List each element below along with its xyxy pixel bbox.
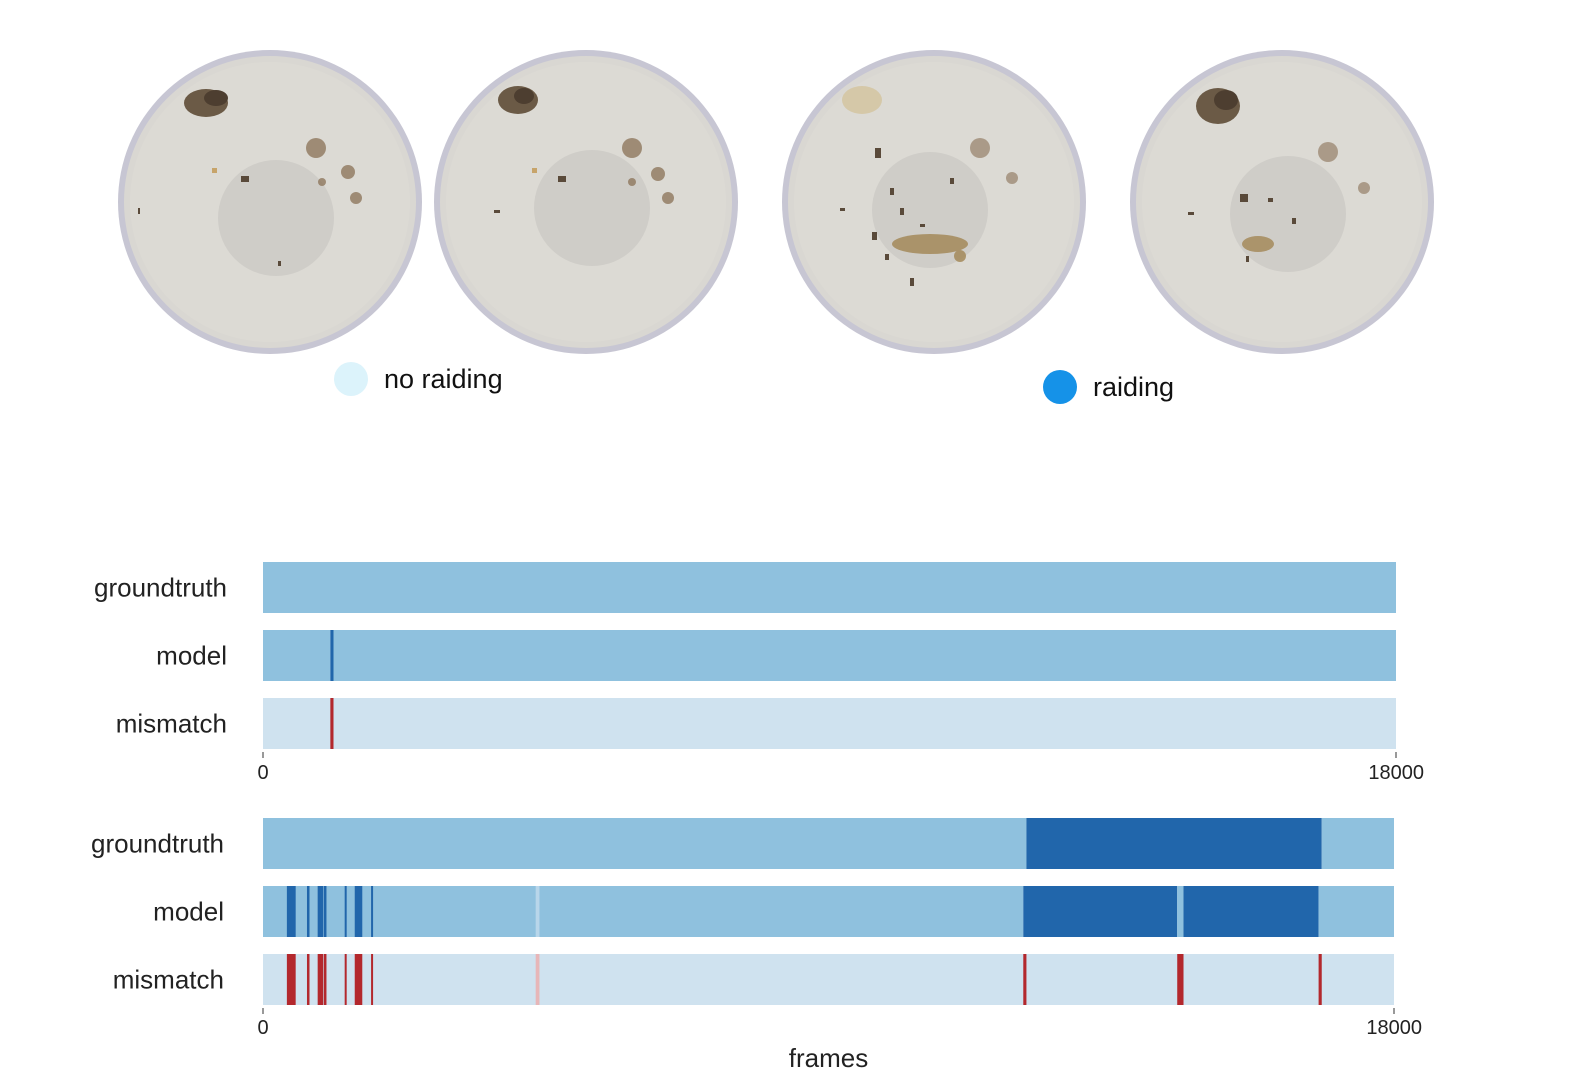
mismatch-event	[306, 954, 310, 1005]
track-groundtruth: groundtruth	[91, 818, 1394, 869]
petri-dish-raiding-2	[1130, 50, 1434, 354]
legend-label-raiding: raiding	[1093, 371, 1175, 402]
track-label-model: model	[153, 897, 224, 927]
tick-label: 18000	[1366, 1017, 1422, 1039]
segment-raiding	[330, 630, 334, 681]
x-axis-title: frames	[789, 1043, 868, 1073]
legend-label-no-raiding: no raiding	[384, 363, 503, 394]
segment-no_raiding	[333, 630, 1396, 681]
petri-dish-no-raiding-1	[118, 50, 422, 354]
mismatch-event	[1318, 954, 1322, 1005]
petri-dish-no-raiding-2	[434, 50, 738, 354]
timeline-panel-1: groundtruth model mismatch 0 18000	[94, 562, 1424, 784]
segment-no_raiding	[263, 886, 1024, 937]
track-mismatch: mismatch	[113, 954, 1394, 1005]
segment-no_raiding	[1321, 818, 1394, 869]
segment-no_raiding	[1177, 886, 1184, 937]
mismatch-event	[1177, 954, 1184, 1005]
track-label-mismatch: mismatch	[113, 965, 224, 995]
mismatch-event	[1023, 954, 1027, 1005]
segment-no_raiding	[263, 630, 331, 681]
petri-dish-raiding-1	[782, 50, 1086, 354]
legend-swatch-raiding	[1043, 370, 1077, 404]
mismatch-background	[263, 954, 1394, 1005]
segment-raiding	[1026, 818, 1322, 869]
mismatch-event	[323, 954, 327, 1005]
segment-raiding	[371, 886, 374, 937]
track-model: model	[156, 630, 1396, 681]
segment-no_raiding	[1318, 886, 1394, 937]
legend-swatch-no-raiding	[334, 362, 368, 396]
segment-no_raiding	[263, 562, 1396, 613]
mismatch-event	[354, 954, 363, 1005]
track-mismatch: mismatch	[116, 698, 1396, 749]
mismatch-event	[330, 698, 334, 749]
mismatch-event	[317, 954, 324, 1005]
legend-item-raiding: raiding	[1043, 370, 1174, 404]
segment-raiding	[317, 886, 324, 937]
segment-raiding	[306, 886, 310, 937]
segment-no_raiding	[263, 818, 1027, 869]
mismatch-event-faint	[535, 954, 540, 1005]
segment-raiding	[354, 886, 363, 937]
tick-label: 18000	[1368, 762, 1424, 784]
track-label-groundtruth: groundtruth	[94, 573, 227, 603]
mismatch-event	[371, 954, 374, 1005]
segment-transition	[535, 886, 540, 937]
segment-raiding	[1023, 886, 1178, 937]
mismatch-event	[344, 954, 347, 1005]
track-label-mismatch: mismatch	[116, 709, 227, 739]
segment-raiding	[344, 886, 347, 937]
track-label-groundtruth: groundtruth	[91, 829, 224, 859]
timeline-panel-2: groundtruth model mismatch 0 18000 frames	[91, 818, 1422, 1073]
track-groundtruth: groundtruth	[94, 562, 1396, 613]
mismatch-background	[263, 698, 1396, 749]
track-label-model: model	[156, 641, 227, 671]
segment-raiding	[1183, 886, 1319, 937]
mismatch-event	[286, 954, 296, 1005]
tick-label: 0	[257, 762, 268, 784]
segment-raiding	[323, 886, 327, 937]
segment-raiding	[286, 886, 296, 937]
track-model: model	[153, 886, 1394, 937]
tick-label: 0	[257, 1017, 268, 1039]
legend-item-no-raiding: no raiding	[334, 362, 503, 396]
